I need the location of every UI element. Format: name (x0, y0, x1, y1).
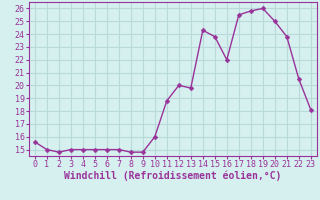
X-axis label: Windchill (Refroidissement éolien,°C): Windchill (Refroidissement éolien,°C) (64, 171, 282, 181)
